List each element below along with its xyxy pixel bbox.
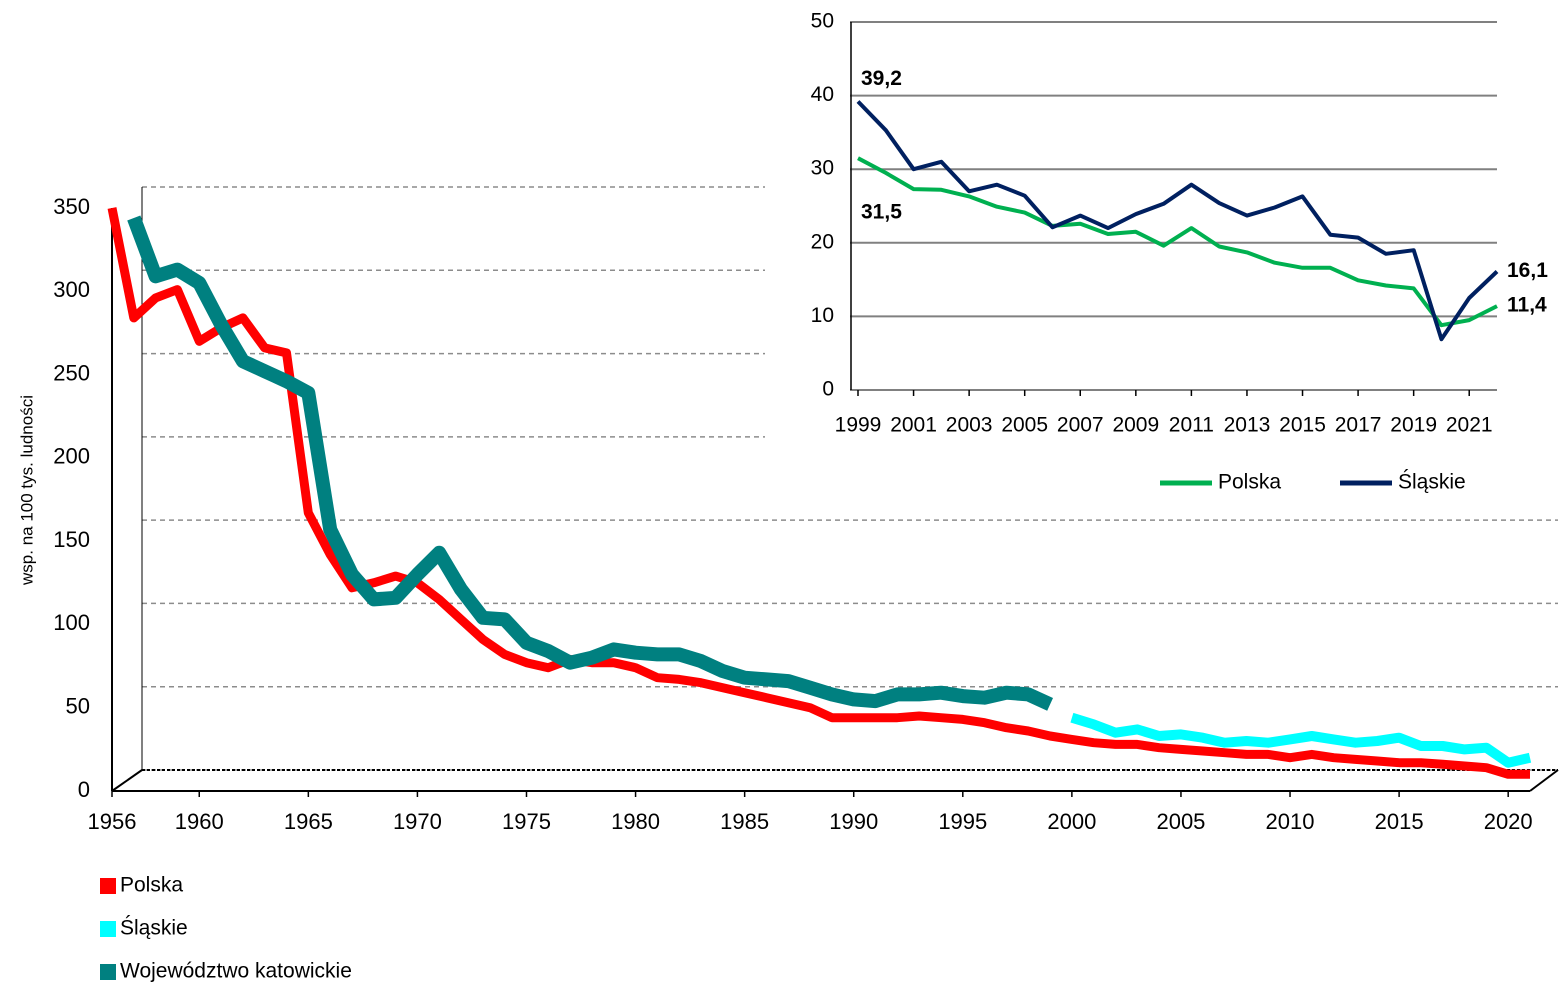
floor-right [1529,769,1559,792]
y-tick-label: 0 [822,378,834,401]
legend-label: Polska [120,874,183,897]
y-tick-label: 350 [53,194,90,219]
legend-label: Śląskie [120,916,188,940]
x-tick-label: 2005 [1001,414,1048,437]
series-line [857,156,1498,328]
x-tick-label: 1980 [611,809,660,834]
x-tick-label: 2007 [1057,414,1104,437]
x-tick-label: 2021 [1446,414,1493,437]
y-tick-label: 40 [811,83,834,106]
x-tick-label: 2000 [1047,809,1096,834]
y-tick-label: 50 [811,10,834,33]
y-tick-label: 0 [78,777,90,802]
y-tick-label: 100 [53,610,90,635]
floor-left [111,769,143,792]
x-tick-label: 1960 [175,809,224,834]
x-tick-label: 1975 [502,809,551,834]
x-tick-label: 2010 [1266,809,1315,834]
y-tick-label: 200 [53,444,90,469]
series-line [856,100,1499,342]
legend-swatch [100,964,116,980]
x-tick-label: 2003 [946,414,993,437]
x-tick-label: 1990 [829,809,878,834]
y-tick-label: 20 [811,230,834,253]
legend-label: Województwo katowickie [120,960,352,983]
x-tick-label: 2019 [1390,414,1437,437]
x-tick-label: 1999 [835,414,882,437]
y-axis-label: wsp. na 100 tys. ludności [17,395,36,586]
x-tick-label: 2017 [1335,414,1382,437]
y-tick-label: 30 [811,157,834,180]
legend-swatch [100,878,116,894]
x-tick-label: 1956 [88,809,137,834]
x-tick-label: 2005 [1156,809,1205,834]
series-line [1070,712,1532,768]
data-label: 16,1 [1507,259,1548,282]
x-tick-label: 1965 [284,809,333,834]
x-tick-label: 2009 [1112,414,1159,437]
y-tick-label: 150 [53,527,90,552]
x-tick-label: 1995 [938,809,987,834]
y-tick-label: 50 [66,694,90,719]
y-tick-label: 250 [53,360,90,385]
data-label: 39,2 [861,67,902,90]
x-tick-label: 1970 [393,809,442,834]
x-tick-label: 2001 [890,414,937,437]
series-line [107,207,1530,779]
x-tick-label: 2015 [1279,414,1326,437]
legend-label: Śląskie [1398,470,1466,494]
legend-swatch [100,921,116,937]
series-line [127,215,1054,711]
x-tick-label: 1985 [720,809,769,834]
x-tick-label: 2020 [1484,809,1533,834]
y-tick-label: 10 [811,304,834,327]
legend-label: Polska [1218,471,1281,494]
data-label: 11,4 [1507,294,1547,317]
x-tick-label: 2013 [1224,414,1271,437]
y-tick-label: 300 [53,277,90,302]
data-label: 31,5 [861,201,902,224]
x-tick-label: 2015 [1375,809,1424,834]
x-tick-label: 2011 [1169,414,1214,437]
inset-background [765,0,1561,506]
